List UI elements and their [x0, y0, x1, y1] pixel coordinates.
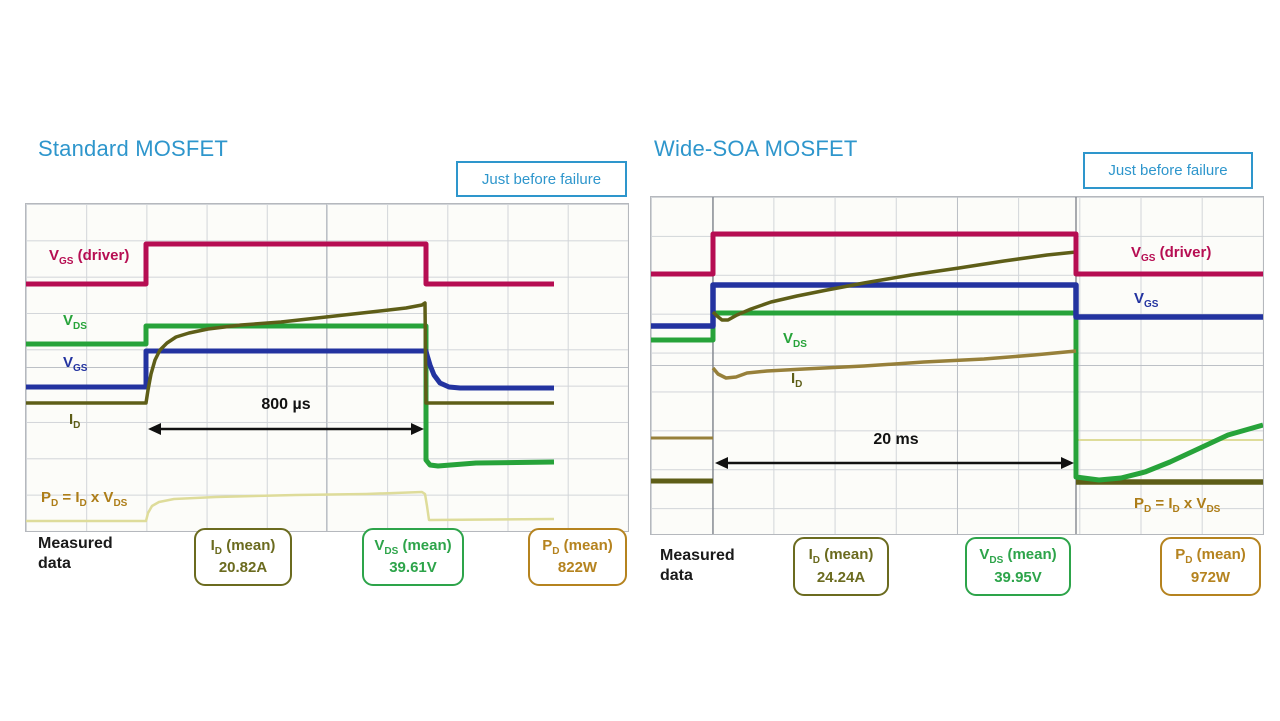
pulse-width-label: 20 ms	[873, 431, 919, 448]
oscilloscope-plot-wide-soa: VGS (driver) VGS VDS ID PD = ID x VDS 20…	[650, 196, 1264, 535]
measured-box-value: 20.82A	[218, 559, 268, 577]
measured-box-label: PD (mean)	[542, 536, 613, 557]
measured-box-pd-mean: PD (mean) 972W	[1160, 537, 1261, 596]
trace-label-id: ID	[69, 411, 81, 431]
graticule-center-horizontal	[26, 367, 628, 368]
panel-title-wide-soa-mosfet: Wide-SOA MOSFET	[654, 136, 858, 161]
measured-box-label: ID (mean)	[808, 546, 874, 567]
trace-label-vds: VDS	[63, 312, 87, 332]
waveform-traces-wide-soa	[651, 197, 1263, 534]
trace-label-pd-formula: PD = ID x VDS	[1134, 495, 1221, 515]
trace-label-vgs-driver: VGS (driver)	[1131, 244, 1212, 264]
measured-box-value: 972W	[1190, 568, 1231, 586]
measured-box-label: VDS (mean)	[374, 536, 452, 557]
measured-box-value: 24.24A	[816, 568, 866, 586]
measured-box-value: 39.95V	[994, 568, 1042, 586]
oscilloscope-plot-standard: VGS (driver) VDS VGS ID PD = ID x VDS 80…	[25, 203, 629, 532]
trace-label-vgs: VGS	[63, 354, 88, 374]
measured-box-vds-mean: VDS (mean) 39.95V	[965, 537, 1071, 596]
trace-label-pd-formula: PD = ID x VDS	[41, 489, 128, 509]
trace-label-vgs-driver: VGS (driver)	[49, 247, 130, 267]
measured-box-value: 39.61V	[389, 559, 437, 577]
measured-data-label: Measured data	[660, 547, 735, 584]
measured-box-label: ID (mean)	[210, 536, 276, 557]
callout-text: Just before failure	[1108, 162, 1228, 179]
measured-box-id-mean: ID (mean) 20.82A	[194, 528, 292, 586]
graticule-center-horizontal	[651, 365, 1263, 366]
callout-just-before-failure: Just before failure	[1083, 152, 1253, 189]
waveform-traces-standard	[26, 241, 555, 523]
measured-box-label: PD (mean)	[1175, 546, 1246, 567]
measured-box-vds-mean: VDS (mean) 39.61V	[362, 528, 464, 586]
measured-box-id-mean: ID (mean) 24.24A	[793, 537, 889, 596]
measured-data-label: Measured data	[38, 535, 113, 572]
trace-label-id: ID	[791, 370, 803, 390]
pulse-width-label: 800 µs	[261, 396, 311, 413]
callout-text: Just before failure	[481, 170, 602, 188]
panel-title-standard-mosfet: Standard MOSFET	[38, 136, 229, 161]
trace-label-vgs: VGS	[1134, 290, 1159, 310]
measured-box-label: VDS (mean)	[979, 546, 1057, 567]
trace-label-vds: VDS	[783, 330, 807, 350]
measured-box-value: 822W	[557, 559, 598, 577]
callout-just-before-failure: Just before failure	[456, 161, 627, 197]
measured-box-pd-mean: PD (mean) 822W	[528, 528, 627, 586]
